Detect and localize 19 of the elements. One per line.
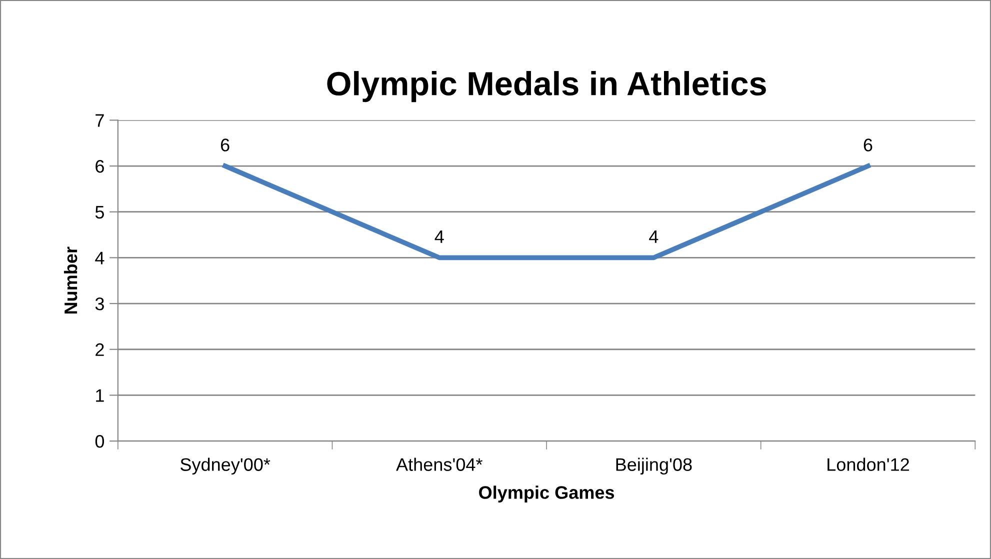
y-tick-label: 7 — [96, 114, 104, 127]
x-tick-label: Athens'04* — [396, 458, 482, 471]
data-label: 6 — [220, 138, 230, 152]
y-tick-label: 1 — [96, 389, 104, 402]
y-tick-label: 6 — [96, 160, 104, 173]
y-tick-label: 0 — [95, 434, 104, 448]
y-tick-label: 4 — [95, 252, 104, 264]
chart-title: Olympic Medals in Athletics — [327, 71, 766, 102]
data-label: 6 — [864, 138, 872, 152]
y-tick-label: 5 — [95, 206, 104, 219]
y-tick-label: 3 — [95, 297, 104, 310]
y-axis-title: Number — [64, 246, 78, 314]
data-label: 4 — [434, 230, 444, 243]
x-axis-title: Olympic Games — [479, 486, 614, 502]
y-tick-label: 2 — [96, 343, 104, 356]
x-tick-label: London'12 — [828, 458, 909, 471]
data-label: 4 — [649, 230, 658, 243]
x-tick-label: Beijing'08 — [616, 458, 692, 475]
x-tick-label: Sydney'00* — [180, 458, 270, 475]
